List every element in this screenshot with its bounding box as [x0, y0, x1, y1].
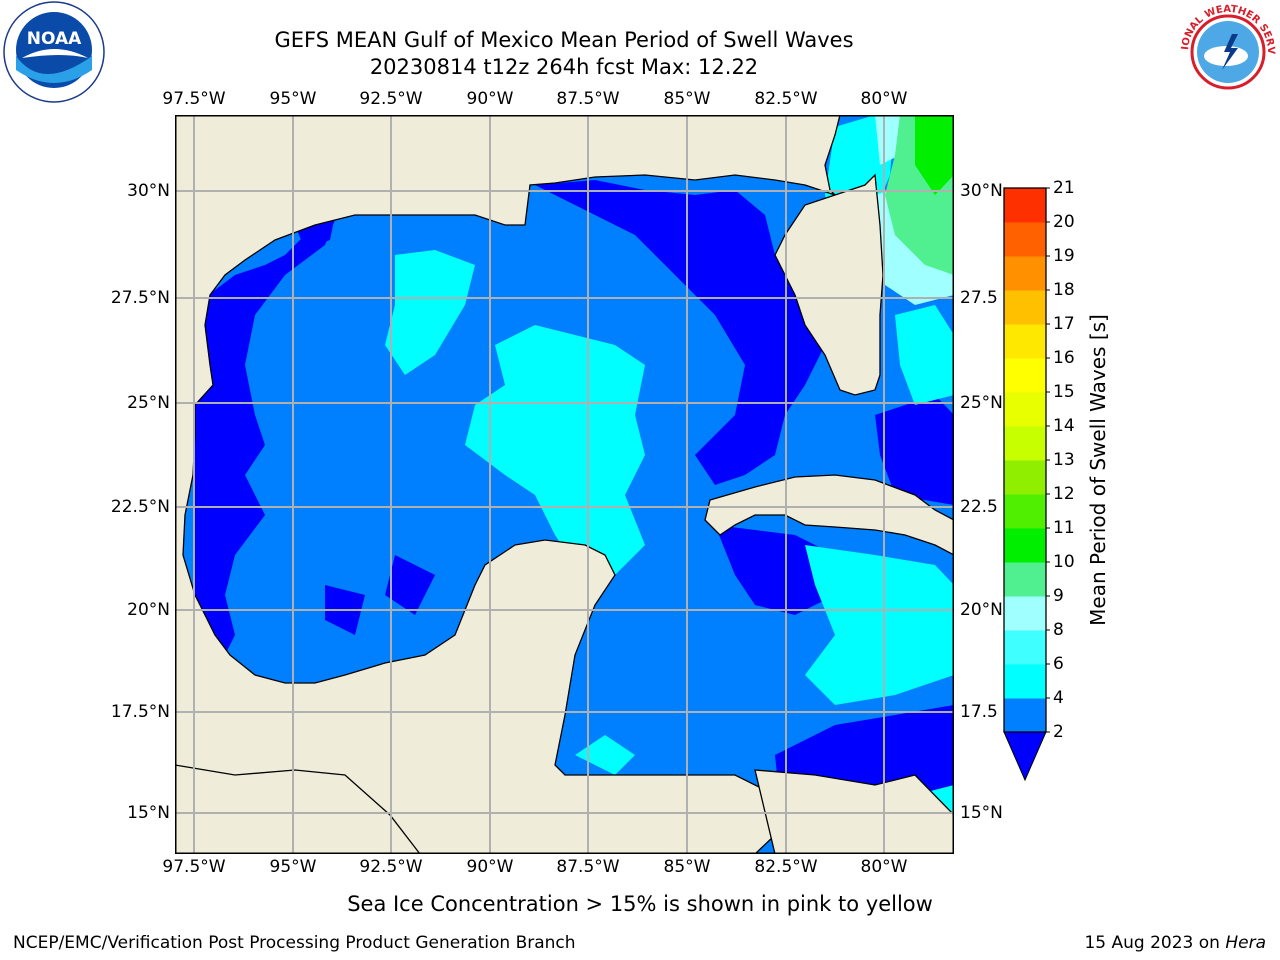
lon-label: 87.5°W [556, 857, 620, 877]
lon-label: 95°W [269, 857, 317, 877]
lat-label: 22.5 [960, 497, 998, 517]
colorbar-block [1004, 460, 1046, 495]
colorbar-tick-label: 16 [1053, 348, 1075, 368]
lat-label: 17.5°N [110, 702, 170, 722]
colorbar-block [1004, 392, 1046, 427]
lon-label: 82.5°W [754, 89, 818, 109]
colorbar-tick-label: 19 [1053, 246, 1075, 266]
map-title: GEFS MEAN Gulf of Mexico Mean Period of … [274, 28, 854, 52]
lon-label: 85°W [663, 89, 711, 109]
lat-label: 30°N [127, 181, 170, 201]
lat-label: 30°N [960, 181, 1003, 201]
colorbar-blocks [1004, 188, 1046, 733]
colorbar-block [1004, 562, 1046, 597]
colorbar-tick-marks [1046, 187, 1050, 733]
colorbar-tick-label: 9 [1053, 586, 1064, 606]
colorbar-extend-arrow [1003, 731, 1047, 782]
colorbar-label: Mean Period of Swell Waves [s] [1086, 314, 1110, 626]
colorbar-block [1004, 494, 1046, 529]
colorbar-block [1004, 324, 1046, 359]
svg-text:NOAA: NOAA [27, 29, 82, 49]
colorbar-block [1004, 596, 1046, 631]
land [175, 115, 954, 854]
colorbar-tick-label: 12 [1053, 484, 1075, 504]
lat-label: 15°N [960, 803, 1003, 823]
lon-label: 80°W [860, 89, 908, 109]
colorbar-block [1004, 630, 1046, 665]
colorbar-tick-label: 15 [1053, 382, 1075, 402]
lon-label: 82.5°W [754, 857, 818, 877]
lat-label: 25°N [960, 393, 1003, 413]
colorbar-tick-label: 18 [1053, 280, 1075, 300]
colorbar-block [1004, 188, 1046, 223]
lat-label: 20°N [960, 600, 1003, 620]
colorbar-tick-label: 8 [1053, 620, 1064, 640]
colorbar-block [1004, 664, 1046, 699]
lat-label: 15°N [127, 803, 170, 823]
lon-label: 85°W [663, 857, 711, 877]
colorbar-tick-label: 21 [1053, 178, 1075, 198]
central-america-coast [175, 764, 421, 854]
map-frame [175, 115, 954, 854]
lon-label: 97.5°W [162, 89, 226, 109]
colorbar-tick-label: 17 [1053, 314, 1075, 334]
nws-logo: NATIONAL WEATHER SERVICE [1176, 0, 1277, 101]
graticule [175, 115, 954, 854]
colorbar-tick-label: 4 [1053, 688, 1064, 708]
lat-label: 27.5°N [110, 288, 170, 308]
lat-label: 17.5 [960, 702, 998, 722]
swell-period-map [175, 115, 954, 854]
lon-label: 92.5°W [359, 857, 423, 877]
lon-label: 92.5°W [359, 89, 423, 109]
colorbar-tick-label: 6 [1053, 654, 1064, 674]
lon-label: 95°W [269, 89, 317, 109]
colorbar [1003, 187, 1050, 782]
colorbar-tick-label: 10 [1053, 552, 1075, 572]
noaa-logo: NOAA [3, 1, 105, 103]
lat-label: 20°N [127, 600, 170, 620]
colorbar-block [1004, 426, 1046, 461]
colorbar-tick-label: 2 [1053, 722, 1064, 742]
lat-label: 27.5 [960, 288, 998, 308]
period-4-6-regions [385, 115, 954, 854]
colorbar-tick-label: 20 [1053, 212, 1075, 232]
generation-date: 15 Aug 2023 on Hera [1084, 933, 1266, 953]
machine-name: Hera [1225, 933, 1266, 953]
colorbar-tick-label: 13 [1053, 450, 1075, 470]
lon-label: 90°W [466, 857, 514, 877]
lat-label: 22.5°N [110, 497, 170, 517]
lon-label: 97.5°W [162, 857, 226, 877]
map-subtitle: 20230814 t12z 264h fcst Max: 12.22 [369, 55, 759, 79]
colorbar-block [1004, 358, 1046, 393]
lat-label: 25°N [127, 393, 170, 413]
lon-label: 90°W [466, 89, 514, 109]
colorbar-block [1004, 222, 1046, 257]
lon-label: 87.5°W [556, 89, 620, 109]
colorbar-block [1004, 698, 1046, 733]
colorbar-tick-label: 14 [1053, 416, 1075, 436]
colorbar-tick-label: 11 [1053, 518, 1075, 538]
colorbar-block [1004, 256, 1046, 291]
colorbar-block [1004, 290, 1046, 325]
sea-ice-note: Sea Ice Concentration > 15% is shown in … [347, 892, 933, 916]
colorbar-block [1004, 528, 1046, 563]
lon-label: 80°W [860, 857, 908, 877]
producer-credit: NCEP/EMC/Verification Post Processing Pr… [13, 933, 576, 953]
